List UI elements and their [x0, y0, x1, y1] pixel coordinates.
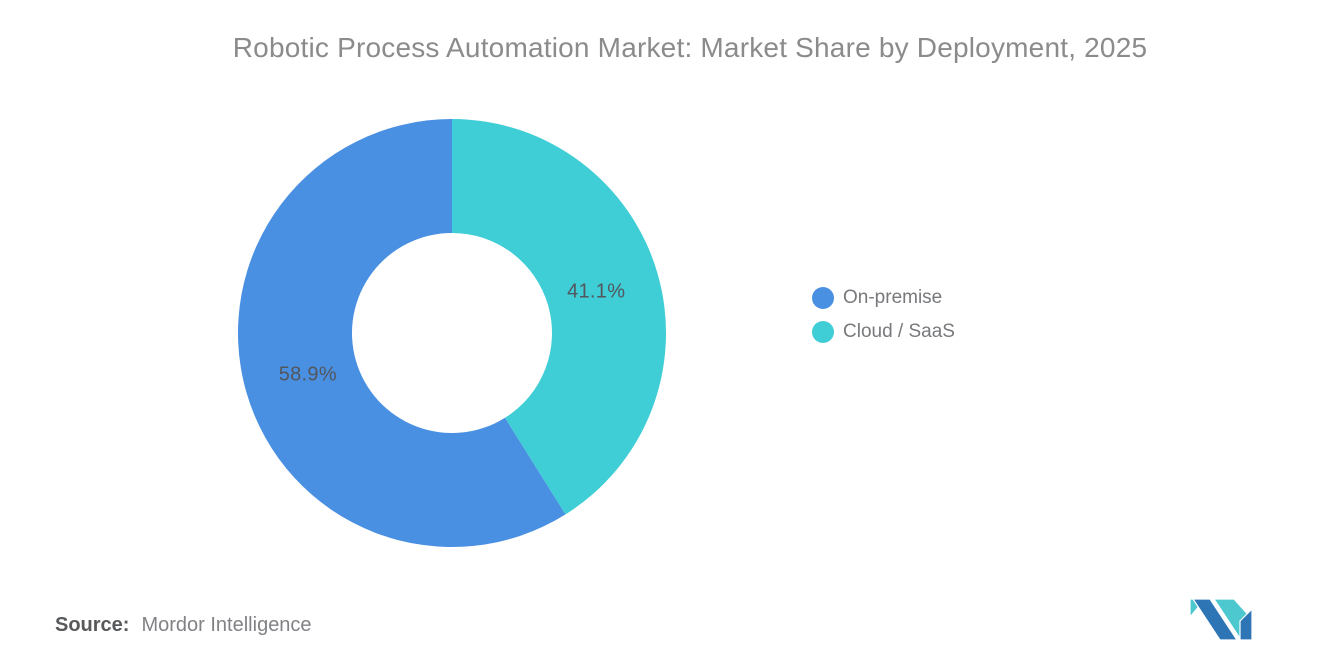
- legend-label-cloud-saas: Cloud / SaaS: [843, 321, 955, 342]
- legend-label-on-premise: On-premise: [843, 287, 943, 308]
- donut-chart: 58.9% 41.1%: [237, 119, 666, 547]
- legend-item-cloud-saas[interactable]: Cloud / SaaS: [812, 315, 955, 349]
- mordor-intelligence-logo-icon: [1189, 598, 1253, 641]
- donut-slice-cloud-saas[interactable]: [452, 119, 666, 515]
- source-text: Mordor Intelligence: [141, 614, 312, 636]
- mordor-intelligence-logo[interactable]: [1189, 597, 1253, 641]
- source-line: Source: Mordor Intelligence: [55, 614, 312, 637]
- legend-item-on-premise[interactable]: On-premise: [812, 281, 955, 315]
- legend-swatch-on-premise: [812, 287, 834, 309]
- slice-label-on-premise: 58.9%: [279, 363, 337, 385]
- slice-label-cloud-saas: 41.1%: [567, 281, 625, 303]
- legend: On-premise Cloud / SaaS: [812, 281, 955, 349]
- donut-slice-on-premise[interactable]: [237, 119, 566, 547]
- legend-swatch-cloud-saas: [812, 321, 834, 343]
- chart-title: Robotic Process Automation Market: Marke…: [232, 32, 1148, 63]
- source-label: Source:: [55, 614, 130, 636]
